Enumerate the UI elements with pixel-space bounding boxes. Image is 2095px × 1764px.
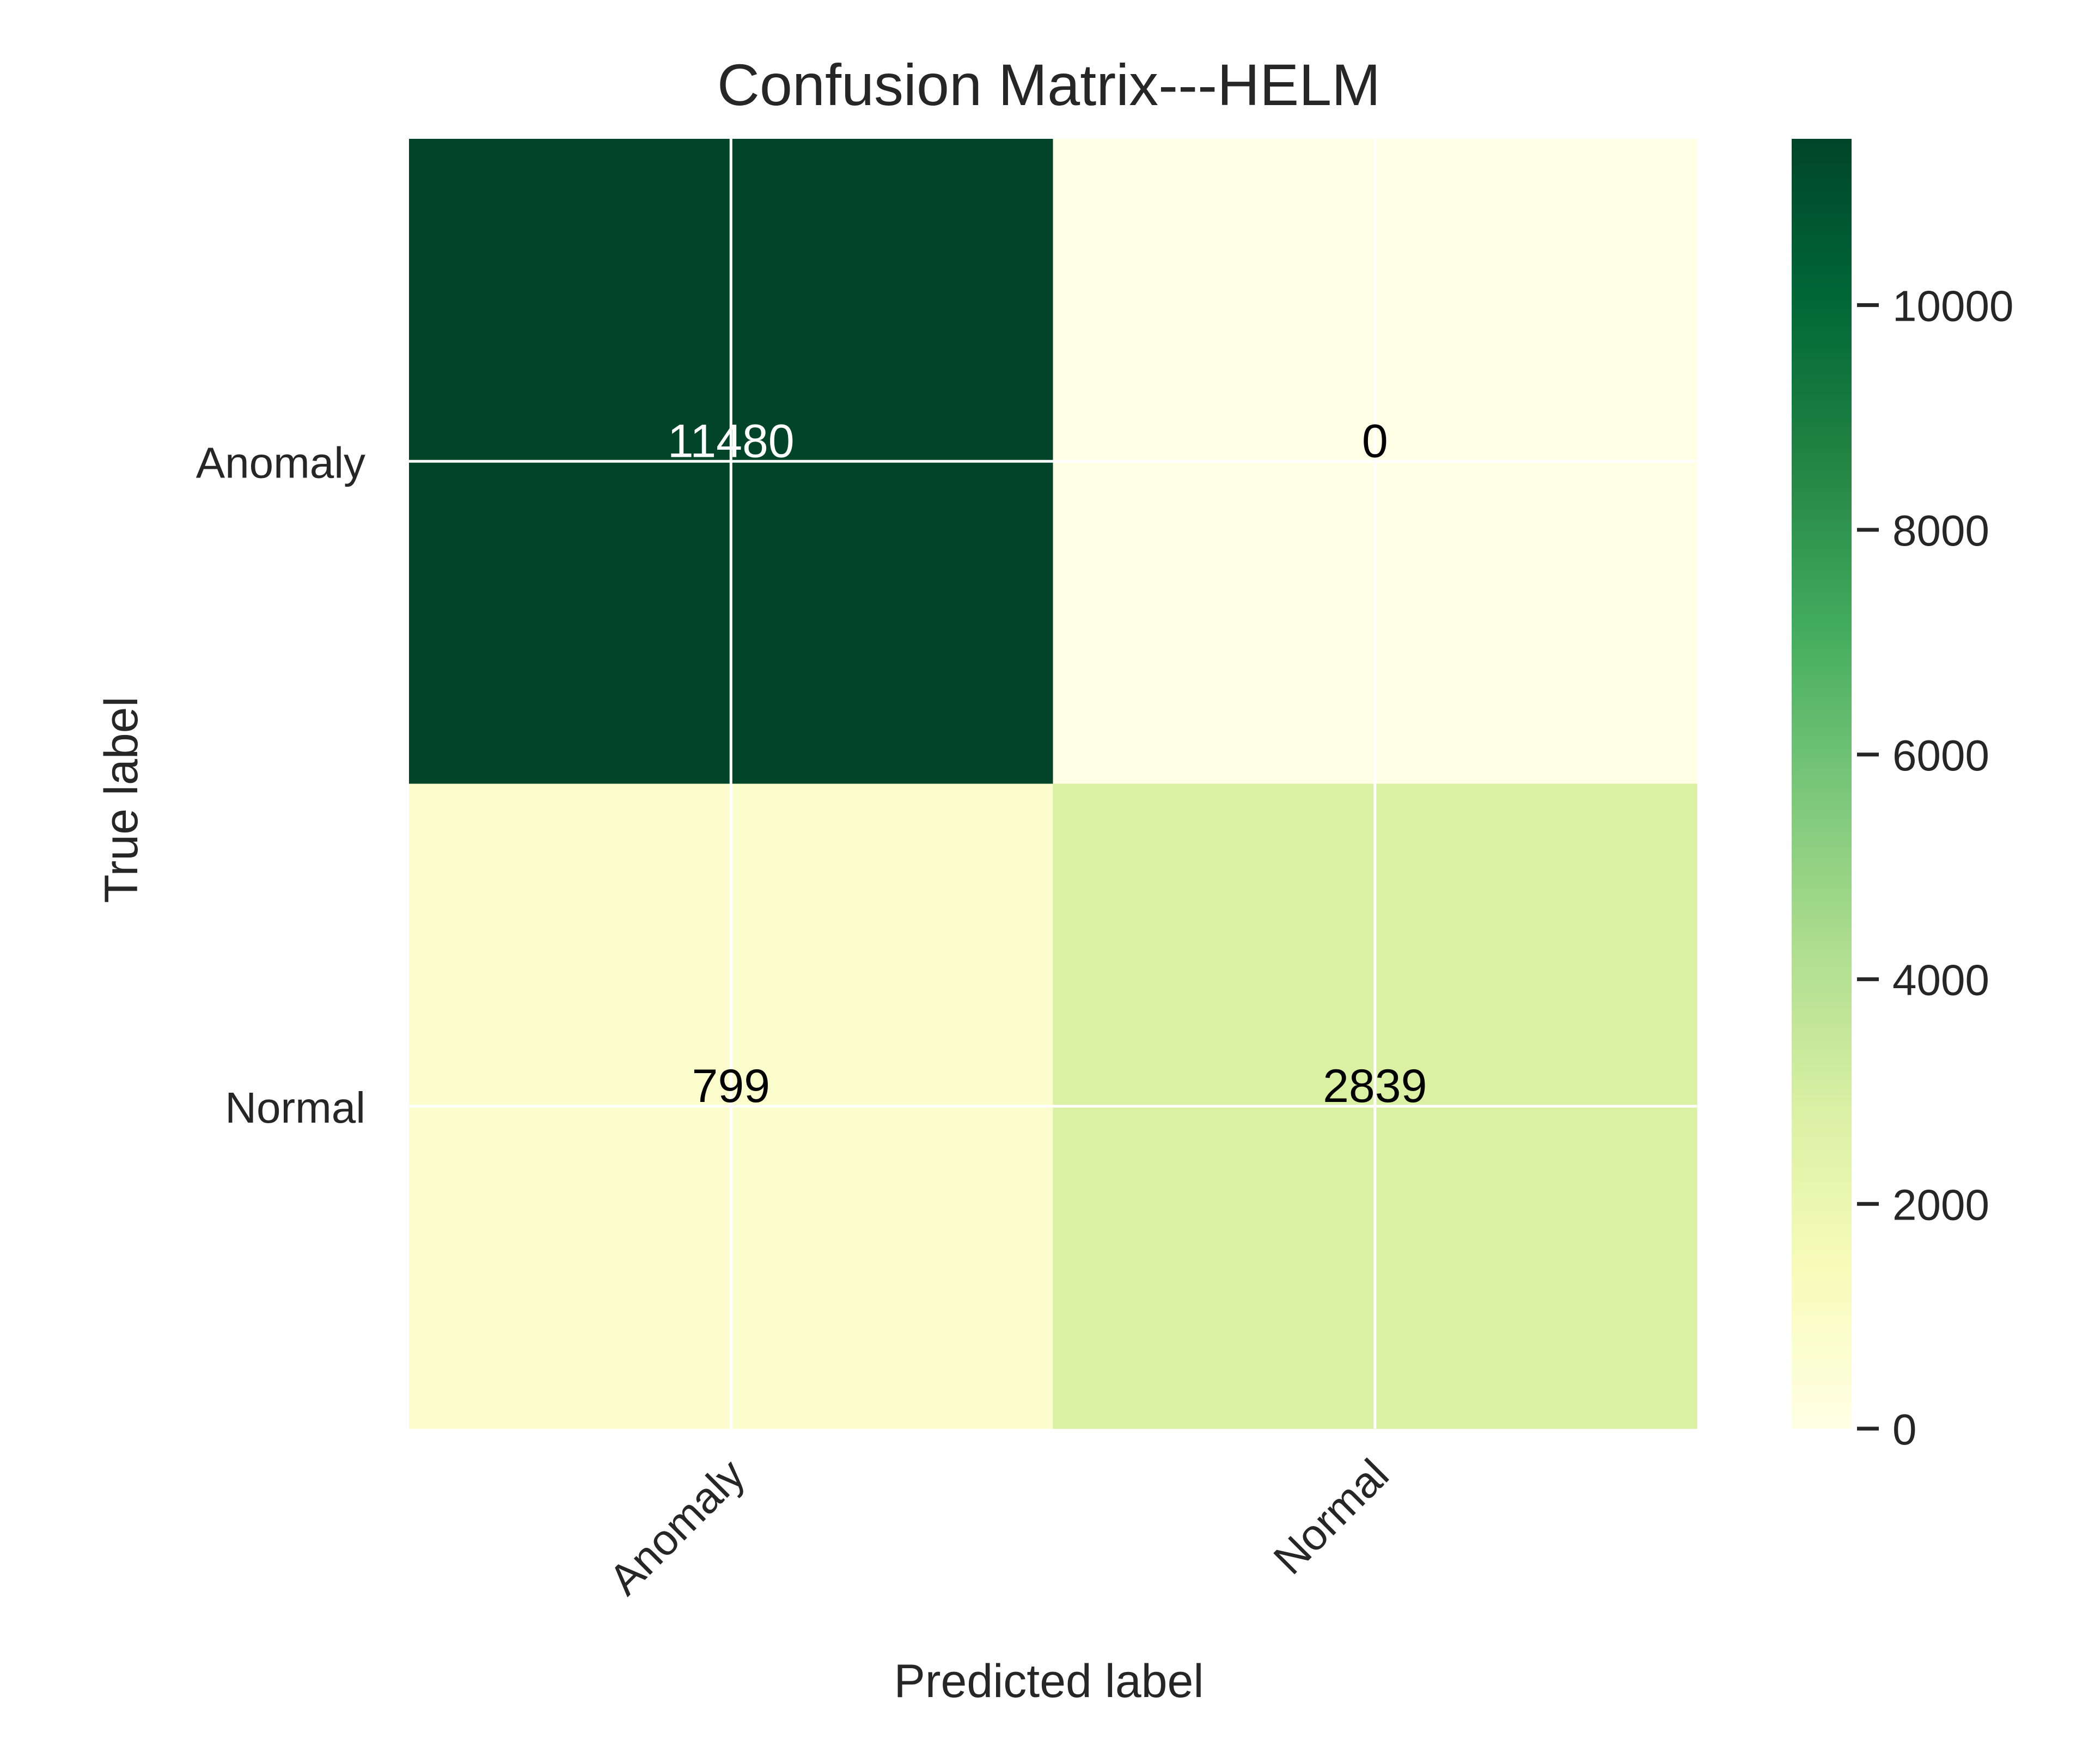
cell-value-label: 799 <box>692 1060 771 1112</box>
colorbar <box>1792 139 1852 1429</box>
y-axis-tick-labels: Anomaly Normal <box>196 438 365 1132</box>
y-tick-label: Anomaly <box>196 438 365 487</box>
cell-value-label: 2839 <box>1323 1060 1427 1112</box>
cell-value-label: 11480 <box>668 415 795 467</box>
colorbar-tick-label: 6000 <box>1892 731 1989 780</box>
cell-value-labels: 11480 0 799 2839 <box>668 415 1427 1112</box>
y-tick-label: Normal <box>225 1083 365 1132</box>
colorbar-tick-label: 2000 <box>1892 1180 1989 1229</box>
colorbar-tick-label: 4000 <box>1892 956 1989 1004</box>
colorbar-tick-label: 0 <box>1892 1405 1917 1454</box>
chart-title: Confusion Matrix---HELM <box>717 52 1381 118</box>
matrix-cells <box>409 139 1697 1429</box>
cell-value-label: 0 <box>1362 415 1388 467</box>
colorbar-ticks: 0 2000 4000 6000 8000 10000 <box>1857 281 2013 1454</box>
colorbar-tick-label: 10000 <box>1892 281 2013 330</box>
grid-lines <box>409 139 1697 1429</box>
colorbar-tick-label: 8000 <box>1892 506 1989 555</box>
y-axis-label: True label <box>95 696 148 903</box>
x-axis-label: Predicted label <box>894 1655 1204 1707</box>
